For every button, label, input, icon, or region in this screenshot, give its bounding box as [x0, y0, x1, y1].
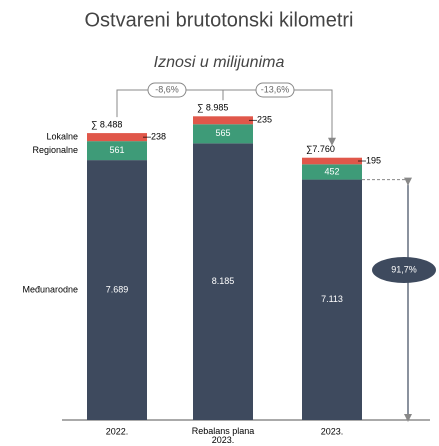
value-label: 235: [257, 115, 272, 125]
chart-title: Ostvareni brutotonski kilometri: [85, 9, 354, 31]
change-bracket: [116, 89, 336, 146]
bar-segment: [302, 164, 362, 180]
bar-segment: [87, 133, 147, 142]
value-label: 195: [366, 155, 381, 165]
value-label: 8.185: [212, 276, 235, 286]
change-pill: [255, 82, 295, 98]
total-label: ∑ 8.488: [91, 119, 122, 129]
value-label: 7.689: [106, 284, 129, 294]
share-label: 91,7%: [391, 264, 417, 274]
x-tick-label: Rebalans plana 2023.: [192, 426, 255, 445]
bar-segment: [193, 116, 253, 125]
value-label: 561: [109, 145, 124, 155]
bar-segment: [87, 160, 147, 420]
x-tick-label: 2023.: [321, 426, 344, 436]
bar-segment: [302, 179, 362, 420]
series-label: Regionalne: [32, 145, 78, 155]
value-label: 238: [151, 132, 166, 142]
bar-segment: [193, 124, 253, 144]
change-label: -8,6%: [155, 84, 179, 94]
total-label: ∑ 8.985: [197, 103, 228, 113]
chart-subtitle: Iznosi u milijunima: [154, 54, 285, 71]
share-pill: [372, 257, 436, 283]
change-pill: [147, 82, 187, 98]
series-label: Međunarodne: [22, 284, 78, 294]
value-label: 452: [324, 166, 339, 176]
bar-segment: [193, 143, 253, 421]
x-tick-label: 2022.: [106, 426, 129, 436]
bar-segment: [87, 141, 147, 161]
total-label: ∑7.760: [306, 144, 335, 154]
change-label: -13,6%: [261, 84, 290, 94]
bar-segment: [302, 157, 362, 165]
series-label: Lokalne: [46, 132, 78, 142]
value-label: 565: [215, 128, 230, 138]
value-label: 7.113: [321, 294, 343, 304]
